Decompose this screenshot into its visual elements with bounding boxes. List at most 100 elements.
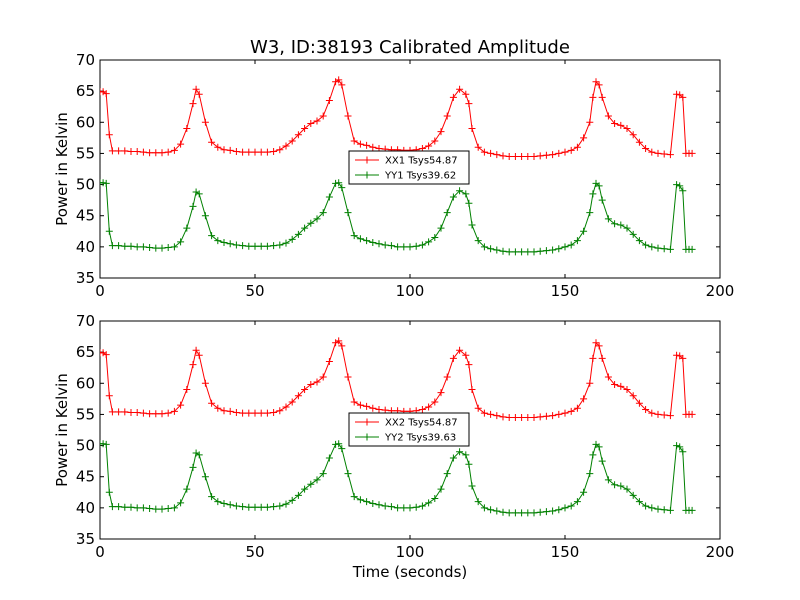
data-point (530, 153, 538, 161)
data-point (152, 149, 160, 157)
data-point (192, 346, 200, 354)
data-point (307, 480, 315, 488)
data-point (589, 451, 597, 459)
data-point (480, 148, 488, 156)
data-point (666, 151, 674, 159)
data-point (629, 491, 637, 499)
data-point (369, 499, 377, 507)
data-point (654, 505, 662, 513)
data-point (518, 153, 526, 161)
data-point (573, 237, 581, 245)
data-point (623, 485, 631, 493)
data-point (443, 373, 451, 381)
data-point (301, 125, 309, 133)
data-point (220, 407, 228, 415)
data-point (480, 409, 488, 417)
data-point (232, 241, 240, 249)
data-point (146, 149, 154, 157)
data-point (400, 504, 408, 512)
data-point (344, 470, 352, 478)
data-point (201, 473, 209, 481)
x-tick-label: 150 (551, 282, 580, 300)
data-point (115, 503, 123, 511)
data-point (598, 196, 606, 204)
data-point (449, 93, 457, 101)
data-point (133, 148, 141, 156)
data-point (567, 241, 575, 249)
data-point (335, 179, 343, 187)
data-point (201, 118, 209, 126)
series-1 (100, 179, 696, 256)
data-point (214, 143, 222, 151)
data-point (263, 503, 271, 511)
legend: XX2 Tsys54.87 YY2 Tsys39.63 (348, 412, 470, 447)
data-point (511, 414, 519, 422)
data-point (465, 460, 473, 468)
data-point (121, 147, 129, 155)
data-point (375, 240, 383, 248)
data-point (344, 373, 352, 381)
data-point (146, 504, 154, 512)
data-point (158, 410, 166, 418)
data-point (189, 202, 197, 210)
data-point (177, 499, 185, 507)
data-point (499, 247, 507, 255)
data-point (499, 413, 507, 421)
data-point (282, 239, 290, 247)
subplot-top: 0 50 100 150 200 35 40 45 50 55 60 65 70 Power in Kel… (53, 51, 734, 300)
data-point (598, 457, 606, 465)
data-point (567, 407, 575, 415)
legend-marker (363, 418, 371, 426)
y-tick-label: 50 (76, 176, 95, 194)
y-tick-label: 35 (76, 269, 95, 287)
data-point (468, 125, 476, 133)
data-point (387, 242, 395, 250)
data-point (595, 443, 603, 451)
data-point (425, 403, 433, 411)
data-point (518, 509, 526, 517)
data-point (505, 509, 513, 517)
data-point (375, 501, 383, 509)
y-tick-label: 40 (76, 238, 95, 256)
subplot-bottom: 0 50 100 150 200 35 40 45 50 55 60 65 70 Power in Kel… (53, 312, 734, 561)
data-point (474, 143, 482, 151)
data-point (635, 138, 643, 146)
data-point (335, 76, 343, 84)
data-point (381, 241, 389, 249)
x-tick-label: 200 (706, 543, 735, 561)
data-point (465, 100, 473, 108)
data-point (245, 503, 253, 511)
data-point (158, 244, 166, 252)
data-point (102, 179, 110, 187)
data-point (319, 373, 327, 381)
data-point (127, 503, 135, 511)
data-point (688, 506, 696, 514)
data-point (257, 148, 265, 156)
data-point (369, 143, 377, 151)
data-point (487, 149, 495, 157)
data-point (648, 504, 656, 512)
data-point (431, 137, 439, 145)
data-point (437, 389, 445, 397)
data-point (105, 227, 113, 235)
data-point (344, 112, 352, 120)
data-point (220, 146, 228, 154)
y-tick-label: 55 (76, 405, 95, 423)
data-point (688, 149, 696, 157)
data-point (595, 81, 603, 89)
data-point (239, 409, 247, 417)
data-point (177, 238, 185, 246)
legend-label: YY1 Tsys39.62 (384, 171, 456, 182)
data-point (493, 412, 501, 420)
data-point (325, 357, 333, 365)
data-point (301, 386, 309, 394)
data-point (642, 241, 650, 249)
legend-label: XX1 Tsys54.87 (385, 156, 458, 167)
y-tick-label: 60 (76, 113, 95, 131)
data-point (536, 413, 544, 421)
data-point (183, 485, 191, 493)
data-point (146, 410, 154, 418)
data-point (152, 244, 160, 252)
data-point (511, 248, 519, 256)
